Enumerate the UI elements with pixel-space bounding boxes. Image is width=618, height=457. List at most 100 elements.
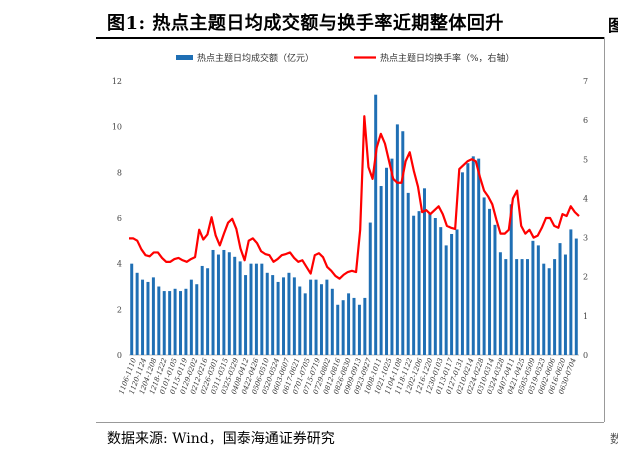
y-right-tick: 7 (583, 77, 588, 86)
bar (249, 263, 253, 355)
y-left-tick: 4 (117, 260, 122, 269)
bar (238, 261, 242, 355)
right-frame-line (604, 37, 605, 422)
turnover-chart: 热点主题日均成交额（亿元） 热点主题日均换手率（%，右轴） 0246810120… (112, 52, 588, 395)
bar (162, 291, 166, 355)
bar (157, 286, 161, 355)
y-right-tick: 4 (583, 194, 588, 203)
bar (271, 275, 275, 355)
bar (352, 297, 356, 355)
bar (563, 254, 567, 355)
bar (195, 284, 199, 355)
bar (200, 265, 204, 355)
bar (412, 215, 416, 355)
bar (135, 272, 139, 355)
bar (466, 163, 470, 355)
bar (151, 277, 155, 355)
x-axis-ticks: 1106-11101120-11241204-12081218-12220101… (117, 356, 577, 395)
next-source-stub: 数 (610, 432, 618, 446)
y-left-tick: 0 (117, 351, 122, 360)
bar (130, 263, 134, 355)
source-note: 数据来源: Wind，国泰海通证券研究 (107, 431, 335, 447)
bar (390, 158, 394, 355)
bar (531, 240, 535, 355)
bar (526, 259, 529, 355)
bar (216, 254, 220, 355)
next-figure-stub: 图 (608, 16, 618, 35)
bar (309, 279, 313, 355)
y-right-tick: 1 (583, 312, 588, 321)
bar (363, 297, 367, 355)
figure-title: 图1: 热点主题日均成交额与换手率近期整体回升 (107, 13, 504, 34)
y-right-tick: 6 (583, 116, 588, 125)
bar (471, 156, 475, 355)
legend-label-bar: 热点主题日均成交额（亿元） (197, 52, 314, 64)
bar (168, 291, 172, 355)
bar (374, 94, 378, 355)
bar (515, 259, 519, 355)
bar (173, 288, 177, 355)
bar (254, 263, 258, 355)
bar (395, 124, 399, 355)
y-left-tick: 6 (117, 214, 122, 223)
bar (227, 252, 231, 355)
bottom-divider (96, 422, 604, 423)
bar (417, 211, 421, 355)
bar (520, 259, 524, 355)
bar (547, 268, 551, 355)
turnover-line (129, 115, 580, 280)
bar (379, 186, 383, 355)
y-left-tick: 10 (112, 123, 122, 132)
bar (509, 204, 513, 355)
bar (498, 252, 502, 355)
bar (233, 256, 237, 355)
bar (455, 229, 459, 355)
bar (325, 279, 329, 355)
bar (189, 279, 193, 355)
y-right-tick: 3 (583, 234, 588, 243)
bar (542, 263, 546, 355)
bar (428, 213, 432, 355)
bar (292, 277, 296, 355)
y-left-tick: 2 (117, 305, 122, 314)
bar (260, 263, 264, 355)
title-divider (96, 37, 604, 39)
bar (336, 304, 340, 355)
bar (488, 208, 492, 355)
y-right-tick: 0 (583, 351, 588, 360)
bar (330, 288, 334, 355)
bar (460, 172, 464, 355)
bar (146, 281, 150, 355)
bar (553, 259, 557, 355)
bar (287, 272, 291, 355)
bar (569, 229, 573, 355)
bar (303, 293, 307, 355)
bar (574, 238, 578, 355)
legend-swatch-bar (176, 55, 193, 60)
bar (282, 277, 286, 355)
bar (206, 268, 210, 355)
y-right-tick: 2 (583, 273, 588, 282)
bar (184, 288, 188, 355)
bar (406, 192, 410, 355)
y-left-tick: 12 (112, 77, 122, 86)
bar (141, 279, 145, 355)
bar (341, 300, 345, 355)
bar-series (130, 94, 578, 355)
y-left-tick: 8 (117, 168, 122, 177)
bar (536, 245, 540, 355)
bar (314, 279, 318, 355)
bar (347, 293, 351, 355)
bar (444, 245, 448, 355)
bar (222, 249, 226, 355)
bar (558, 243, 562, 355)
bar (482, 197, 486, 355)
bar (211, 249, 215, 355)
bar (298, 286, 302, 355)
bar (357, 304, 361, 355)
bar (401, 131, 405, 355)
y-right-tick: 5 (583, 155, 588, 164)
bar (450, 233, 454, 355)
bar (319, 284, 323, 355)
